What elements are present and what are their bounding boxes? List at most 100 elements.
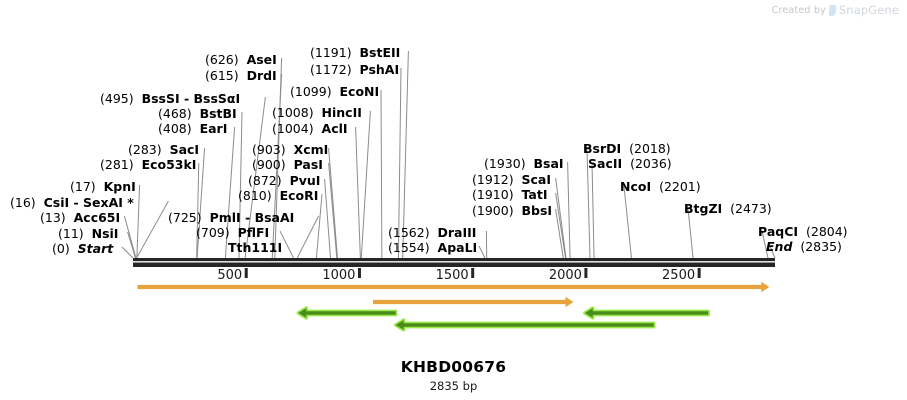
leader-line (121, 246, 134, 259)
site-position: (1912) (472, 172, 522, 187)
site-enzyme-name: EcoRI (279, 188, 319, 203)
leader-line (271, 73, 283, 259)
restriction-site-label[interactable]: Tth111I (228, 241, 282, 255)
restriction-site-label[interactable]: (810) EcoRI (238, 189, 318, 203)
restriction-site-label[interactable]: (1930) BsaI (484, 157, 564, 171)
restriction-site-label[interactable]: (903) XcmI (252, 143, 328, 157)
restriction-site-label[interactable]: (709) PflFI (196, 226, 269, 240)
feature-arrow[interactable] (394, 318, 656, 332)
ruler-tick-label: 1500 (435, 268, 469, 283)
site-position: (11) (58, 226, 92, 241)
site-position: (1004) (272, 121, 322, 136)
leader-line (687, 207, 694, 259)
site-position: (709) (196, 225, 238, 240)
site-enzyme-name: Tth111I (228, 240, 283, 255)
leader-line (567, 161, 571, 259)
feature-arrow-body (395, 320, 654, 330)
site-enzyme-name: End (766, 239, 793, 254)
construct-name: KHBD00676 (400, 358, 507, 376)
restriction-site-label[interactable]: SacII (2036) (588, 157, 672, 171)
site-enzyme-name: AseI (246, 52, 277, 67)
leader-line (196, 162, 200, 259)
restriction-site-label[interactable]: (283) SacI (128, 143, 199, 157)
restriction-site-label[interactable]: (1191) BstEII (310, 46, 400, 60)
site-position: (468) (158, 106, 200, 121)
feature-arrow-body (298, 308, 396, 318)
feature-arrow-body (137, 281, 770, 293)
restriction-site-label[interactable]: (0) Start (52, 242, 113, 256)
site-enzyme-name: CsiI - SexAI * (43, 195, 134, 210)
restriction-site-label[interactable]: (626) AseI (205, 53, 277, 67)
ruler-tick (697, 268, 701, 278)
site-position: (1930) (484, 156, 534, 171)
site-enzyme-name: PshAI (359, 62, 400, 77)
restriction-site-label[interactable]: (16) CsiI - SexAI * (10, 196, 134, 210)
site-enzyme-name: Acc65I (73, 210, 121, 225)
site-position: (2018) (621, 141, 671, 156)
restriction-site-label[interactable]: (1099) EcoNI (290, 85, 379, 99)
backbone-inner-line (133, 261, 775, 263)
restriction-site-label[interactable]: (1004) AclI (272, 122, 348, 136)
feature-arrow[interactable] (373, 296, 574, 308)
restriction-site-label[interactable]: (1172) PshAI (310, 63, 399, 77)
ruler-tick-label: 500 (217, 268, 243, 283)
leader-line (123, 215, 137, 259)
site-position: (495) (100, 91, 142, 106)
restriction-site-label[interactable]: (900) PasI (252, 158, 323, 172)
leader-line (127, 231, 136, 259)
site-enzyme-name: AclI (321, 121, 348, 136)
leader-line (324, 178, 331, 259)
watermark-brand: SnapGene (838, 3, 899, 17)
leader-line (555, 192, 567, 259)
restriction-site-label[interactable]: PaqCI (2804) (758, 225, 848, 239)
restriction-site-label[interactable]: BsrDI (2018) (583, 142, 671, 156)
restriction-site-label[interactable]: (615) DrdI (205, 69, 277, 83)
feature-arrow[interactable] (296, 306, 398, 320)
restriction-site-label[interactable]: (495) BssSI - BssSαI (100, 92, 240, 106)
feature-arrow[interactable] (137, 281, 770, 293)
restriction-site-label[interactable]: (1912) ScaI (472, 173, 551, 187)
leader-line (591, 162, 595, 259)
restriction-site-label[interactable]: End (2835) (766, 240, 842, 254)
restriction-site-label[interactable]: (17) KpnI (70, 180, 136, 194)
leader-line (478, 245, 486, 259)
restriction-site-label[interactable]: BtgZI (2473) (684, 202, 772, 216)
site-position: (2804) (798, 224, 848, 239)
restriction-site-label[interactable]: (725) PmlI - BsaAI (168, 211, 294, 225)
restriction-site-label[interactable]: (408) EarI (158, 122, 227, 136)
site-enzyme-name: TatI (521, 187, 548, 202)
feature-arrow[interactable] (583, 306, 710, 320)
leader-line (360, 110, 371, 259)
leader-line (555, 208, 564, 259)
site-enzyme-name: BtgZI (684, 201, 723, 216)
site-enzyme-name: SacI (169, 142, 200, 157)
site-position: (872) (248, 173, 290, 188)
site-enzyme-name: Start (77, 241, 114, 256)
restriction-site-label[interactable]: (281) Eco53kI (100, 158, 196, 172)
site-enzyme-name: NcoI (620, 179, 652, 194)
leader-line (328, 162, 338, 259)
site-enzyme-name: BsrDI (583, 141, 622, 156)
restriction-site-label[interactable]: (1554) ApaLI (388, 241, 477, 255)
site-enzyme-name: SacII (588, 156, 623, 171)
leader-line (769, 245, 776, 259)
site-position: (408) (158, 121, 200, 136)
site-enzyme-name: Eco53kI (141, 157, 197, 172)
ruler-tick (584, 268, 588, 278)
restriction-site-label[interactable]: (872) PvuI (248, 174, 320, 188)
restriction-site-label[interactable]: NcoI (2201) (620, 180, 701, 194)
feature-arrow-body (584, 308, 709, 318)
restriction-site-label[interactable]: (11) NsiI (58, 227, 118, 241)
leader-line (761, 230, 769, 259)
restriction-site-label[interactable]: (468) BstBI (158, 107, 237, 121)
restriction-site-label[interactable]: (13) Acc65I (40, 211, 120, 225)
leader-line (136, 200, 169, 259)
restriction-site-label[interactable]: (1562) DraIII (388, 226, 476, 240)
restriction-site-label[interactable]: (1910) TatI (472, 188, 548, 202)
site-enzyme-name: DrdI (246, 68, 277, 83)
site-enzyme-name: XcmI (293, 142, 329, 157)
restriction-site-label[interactable]: (1008) HincII (272, 106, 362, 120)
restriction-site-label[interactable]: (1900) BbsI (472, 204, 552, 218)
